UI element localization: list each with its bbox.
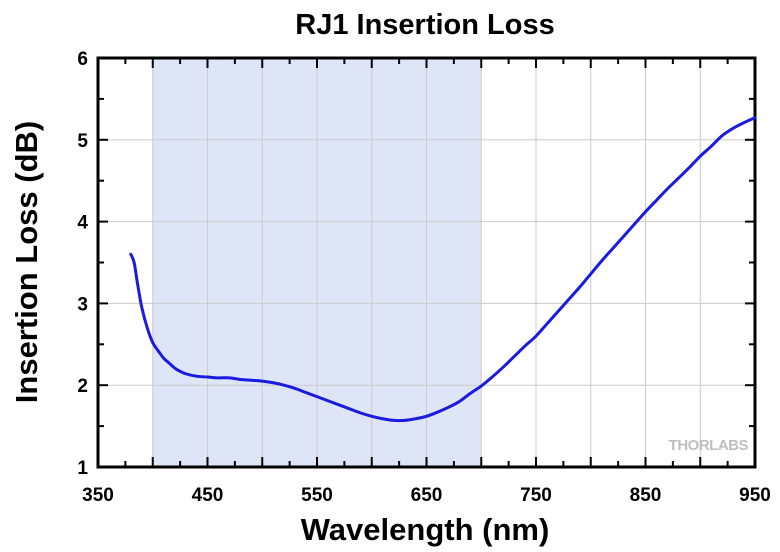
watermark-part2: LABS <box>709 437 748 454</box>
y-tick-label: 4 <box>77 213 88 234</box>
x-tick-label: 350 <box>82 485 114 506</box>
insertion-loss-line <box>129 116 757 423</box>
chart-title: RJ1 Insertion Loss <box>295 9 554 41</box>
y-tick-label: 3 <box>77 294 88 315</box>
watermark-part1: THOR <box>669 437 710 454</box>
x-tick-label: 850 <box>630 485 662 506</box>
plot-frame <box>96 56 757 469</box>
y-tick-label: 1 <box>77 458 88 479</box>
grid <box>98 58 755 467</box>
y-axis-label: Insertion Loss (dB) <box>9 121 44 403</box>
y-tick-label: 2 <box>77 376 88 397</box>
x-axis-label: Wavelength (nm) <box>301 512 550 547</box>
x-tick-label: 750 <box>520 485 552 506</box>
x-tick-label: 450 <box>192 485 224 506</box>
x-tick-label: 650 <box>411 485 443 506</box>
x-tick-labels: 350 450 550 650 750 850 950 <box>82 485 771 506</box>
y-tick-label: 6 <box>77 49 88 70</box>
x-tick-label: 550 <box>301 485 333 506</box>
thorlabs-watermark: THORLABS <box>669 437 749 454</box>
y-tick-labels: 1 2 3 4 5 6 <box>77 49 88 479</box>
x-tick-label: 950 <box>739 485 771 506</box>
y-tick-label: 5 <box>77 131 88 152</box>
